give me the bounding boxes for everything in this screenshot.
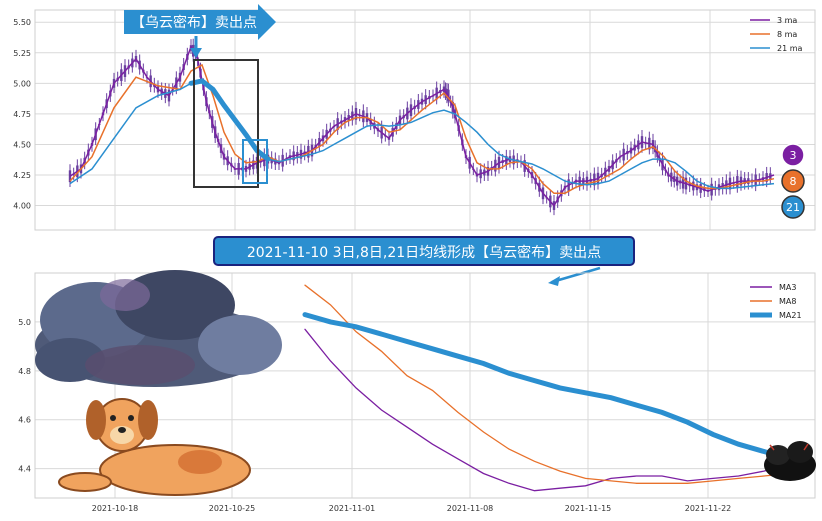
sell-signal-arrow <box>124 4 276 40</box>
top-chart-panel: 4.00 4.25 4.50 4.75 5.00 5.25 5.50 【乌云密布】卖出点 3… <box>13 4 816 231</box>
top-legend: 3 ma 8 ma 21 ma <box>750 16 803 53</box>
bottom-x-tick-label: 2021-11-01 <box>329 504 376 513</box>
top-y-tick-label: 5.25 <box>13 49 31 58</box>
badge-3-label: 3 <box>790 149 797 162</box>
bottom-x-tick-label: 2021-11-22 <box>685 504 732 513</box>
lightning-icon <box>769 443 809 451</box>
dog-spot-icon <box>178 450 222 474</box>
badge-8 <box>781 169 805 193</box>
top-y-tick-label: 4.00 <box>13 202 31 211</box>
black-cloud-icon <box>764 441 816 481</box>
candle-body <box>68 170 72 183</box>
bottom-series-line-ma3 <box>304 328 791 492</box>
top-y-tick-label: 4.25 <box>13 171 31 180</box>
pattern-highlight-box <box>193 59 259 188</box>
bottom-series-line-ma21 <box>302 312 792 462</box>
bottom-chart-panel: 4.4 4.6 4.8 5.0 2021-10-18 2021-10-25 2021-11… <box>18 270 816 513</box>
top-21ma-highlight <box>188 78 271 162</box>
bottom-x-tick-label: 2021-11-08 <box>447 504 494 513</box>
bottom-y-tick-label: 5.0 <box>18 318 31 327</box>
bottom-y-tick-label: 4.4 <box>18 465 31 474</box>
banner-pointer-head-icon <box>548 276 560 286</box>
dog-eye-icon <box>110 415 116 421</box>
cloud-puff-icon <box>198 315 282 375</box>
legend-label-ma3: MA3 <box>779 283 796 292</box>
top-y-tick-label: 4.50 <box>13 140 31 149</box>
candlesticks <box>68 38 772 216</box>
bottom-y-tick-label: 4.8 <box>18 367 31 376</box>
dog-ear-icon <box>86 400 106 440</box>
cloud-puff-icon <box>35 338 105 382</box>
dog-eye-icon <box>128 415 134 421</box>
cloud-puff-icon <box>85 345 195 385</box>
signal-banner: 2021-11-10 3日,8日,21日均线形成【乌云密布】卖出点 <box>213 236 635 286</box>
badge-21-label: 21 <box>786 201 800 214</box>
top-y-tick-label: 4.75 <box>13 110 31 119</box>
banner-text: 2021-11-10 3日,8日,21日均线形成【乌云密布】卖出点 <box>247 244 601 261</box>
dog-body-icon <box>99 444 251 496</box>
bottom-y-tick-label: 4.6 <box>18 416 31 425</box>
bottom-plot-frame <box>34 272 816 499</box>
legend-label-ma21: MA21 <box>779 311 802 320</box>
bottom-series-line-ma8 <box>304 284 791 484</box>
legend-label-3ma: 3 ma <box>777 16 797 25</box>
dog-muzzle-icon <box>110 426 134 444</box>
bottom-x-tick-label: 2021-10-25 <box>209 504 256 513</box>
arrow-label: 【乌云密布】卖出点 <box>131 14 257 31</box>
black-cloud-puff-icon <box>787 441 813 463</box>
ma-badges: 3 8 21 <box>781 143 805 219</box>
black-cloud-puff-icon <box>766 445 790 465</box>
banner-box <box>213 236 635 266</box>
top-plot-frame <box>34 9 816 231</box>
legend-label-8ma: 8 ma <box>777 30 797 39</box>
badge-21 <box>781 195 805 219</box>
dog-illustration <box>58 398 251 496</box>
bottom-legend: MA3 MA8 MA21 <box>750 283 802 320</box>
cloud-highlight-icon <box>100 279 150 311</box>
bottom-x-tick-label: 2021-10-18 <box>92 504 139 513</box>
top-y-tick-label: 5.00 <box>13 79 31 88</box>
badge-3 <box>781 143 805 167</box>
dog-nose-icon <box>118 427 126 433</box>
bottom-x-tick-label: 2021-11-15 <box>565 504 612 513</box>
down-arrow-head-icon <box>190 48 202 58</box>
banner-pointer-icon <box>551 266 601 284</box>
legend-label-ma8: MA8 <box>779 297 796 306</box>
top-y-tick-label: 5.50 <box>13 18 31 27</box>
badge-8-label: 8 <box>790 175 797 188</box>
dog-paw-icon <box>58 472 112 492</box>
crossover-highlight-box <box>242 139 268 184</box>
dog-ear-icon <box>138 400 158 440</box>
dark-cloud-illustration <box>35 270 282 387</box>
legend-label-21ma: 21 ma <box>777 44 803 53</box>
